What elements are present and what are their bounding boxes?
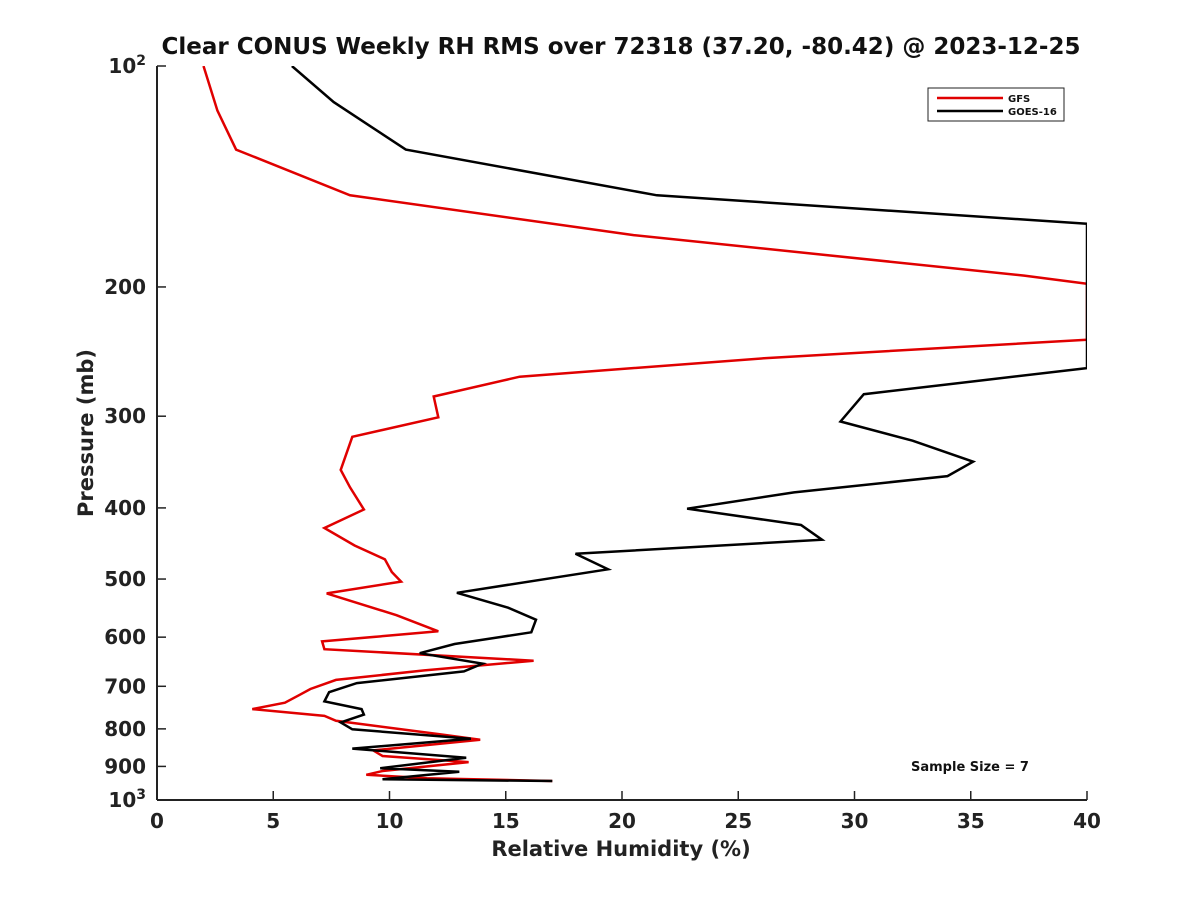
legend-label-gfs: GFS xyxy=(1008,94,1030,105)
x-tick-label: 20 xyxy=(608,809,636,833)
x-tick-label: 35 xyxy=(957,809,985,833)
series-line-goes16 xyxy=(291,66,1087,783)
y-tick-label: 400 xyxy=(104,496,146,520)
x-axis-title: Relative Humidity (%) xyxy=(491,837,750,861)
x-tick-label: 25 xyxy=(724,809,752,833)
y-tick-label: 200 xyxy=(104,275,146,299)
chart-title: Clear CONUS Weekly RH RMS over 72318 (37… xyxy=(162,34,1081,60)
x-tick-label: 30 xyxy=(841,809,869,833)
y-tick-label: 800 xyxy=(104,717,146,741)
sample-size-annotation: Sample Size = 7 xyxy=(911,760,1029,775)
y-tick-label: 600 xyxy=(104,625,146,649)
y-tick-label: 900 xyxy=(104,754,146,778)
y-tick-label: 300 xyxy=(104,404,146,428)
y-tick-label: 102 xyxy=(108,53,146,78)
y-tick-label: 700 xyxy=(104,674,146,698)
x-tick-label: 40 xyxy=(1073,809,1101,833)
x-tick-label: 5 xyxy=(266,809,280,833)
series-layer xyxy=(202,66,1087,783)
legend: GFS GOES-16 xyxy=(927,87,1065,122)
y-axis-ticks: 102 200 300 400 500 600 700 800 900 103 xyxy=(104,53,166,812)
y-axis-title: Pressure (mb) xyxy=(74,349,98,517)
y-tick-label: 500 xyxy=(104,567,146,591)
x-axis-ticks: 0 5 10 15 20 25 30 35 40 xyxy=(150,791,1101,833)
legend-label-goes16: GOES-16 xyxy=(1008,107,1057,118)
x-tick-label: 15 xyxy=(492,809,520,833)
x-tick-label: 0 xyxy=(150,809,164,833)
legend-box xyxy=(927,87,1065,122)
series-line-gfs xyxy=(202,66,1087,783)
y-tick-label: 103 xyxy=(108,787,146,812)
x-tick-label: 10 xyxy=(376,809,404,833)
